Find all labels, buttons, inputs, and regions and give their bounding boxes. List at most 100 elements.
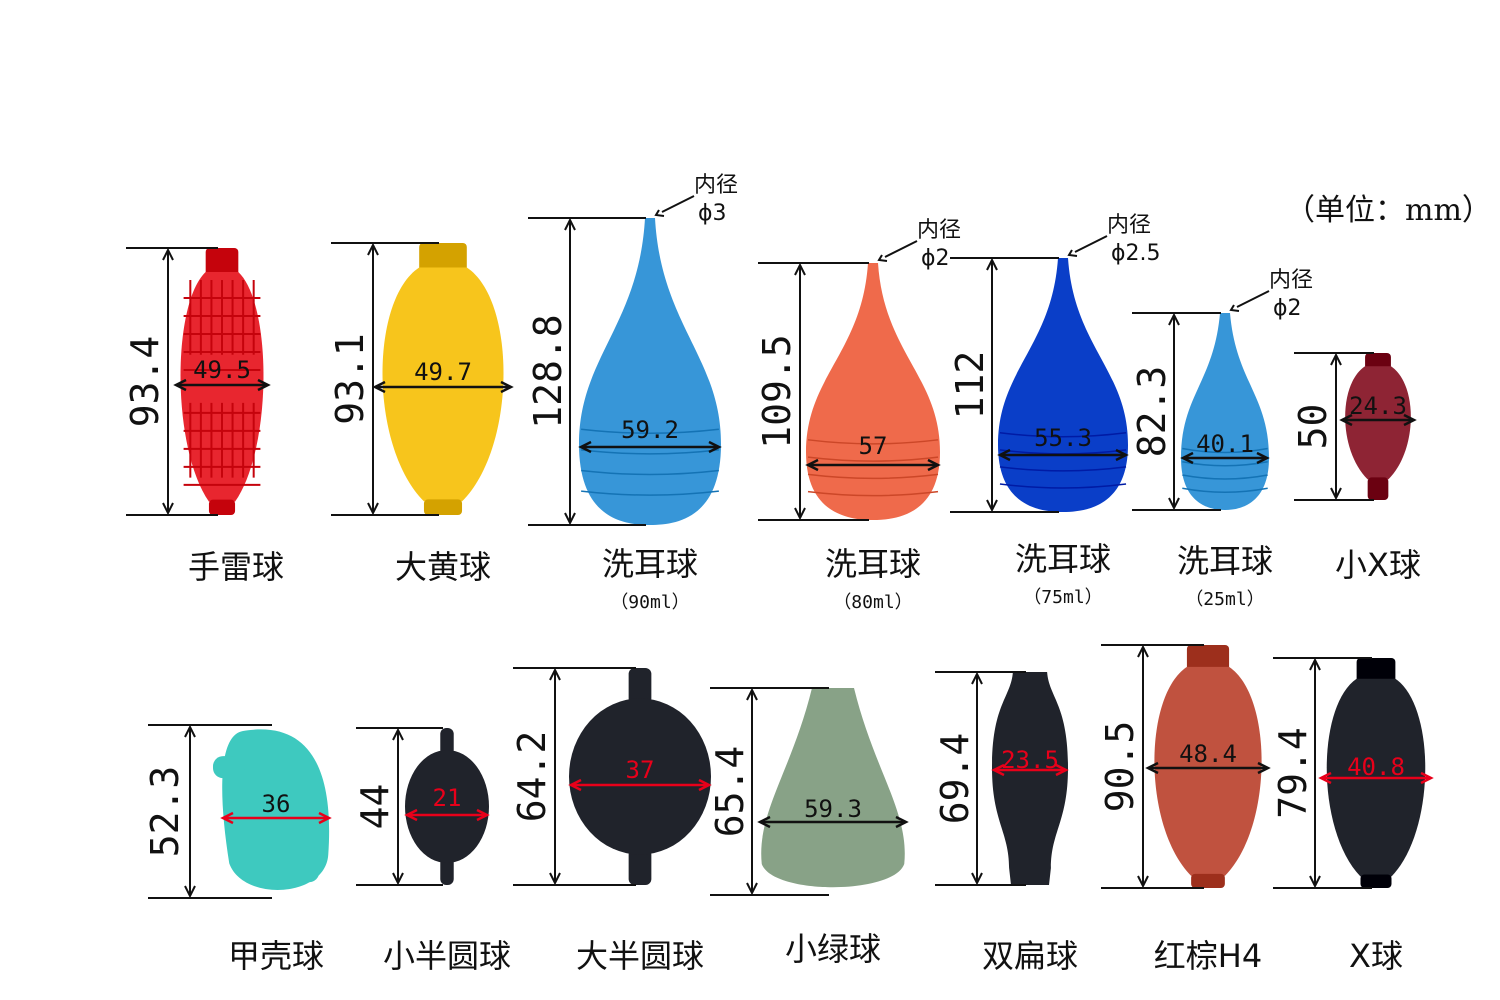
ring-groove <box>581 469 719 476</box>
width-value: 40.1 <box>1196 430 1254 458</box>
arrow-head-icon <box>1055 763 1069 777</box>
height-value: 93.1 <box>328 333 372 425</box>
nozzle <box>213 756 245 779</box>
bulb-tail <box>423 499 463 515</box>
ring-groove <box>999 483 1127 489</box>
arrow-head-icon <box>392 872 404 886</box>
arrow-head-icon <box>708 440 722 454</box>
bulb-name: 小X球 <box>1335 546 1421 584</box>
arrow-head-icon <box>220 811 234 825</box>
arrow-head-icon <box>564 217 576 231</box>
height-value: 109.5 <box>755 334 799 448</box>
bulb-name: 小绿球 <box>785 930 881 968</box>
bulb-item: 65.4 59.3 小绿球 <box>708 687 909 968</box>
arrow-head-icon <box>1309 657 1321 671</box>
arrow-head-icon <box>746 882 758 896</box>
arrow-head-icon <box>1168 497 1180 511</box>
height-value: 44 <box>353 784 397 830</box>
ring-groove <box>807 473 939 480</box>
ring-groove <box>581 428 719 434</box>
nozzle <box>295 846 320 883</box>
bulb-body <box>806 263 940 520</box>
bulb-tail <box>1367 477 1389 500</box>
arrow-head-icon <box>927 458 941 472</box>
arrow-head-icon <box>794 262 806 276</box>
width-value: 37 <box>626 756 655 784</box>
bulb-item: 90.5 48.4 红棕H4 <box>1098 644 1271 975</box>
arrow-head-icon <box>1137 644 1149 658</box>
arrow-head-icon <box>1330 352 1342 366</box>
height-value: 65.4 <box>708 746 752 838</box>
ring-groove <box>807 490 939 497</box>
height-value: 90.5 <box>1098 721 1142 813</box>
width-value: 55.3 <box>1034 424 1092 452</box>
bulb-name: 甲壳球 <box>228 937 324 975</box>
ring-groove <box>1182 487 1268 494</box>
height-value: 50 <box>1291 404 1335 450</box>
height-value: 112 <box>948 351 992 420</box>
bulb-body <box>1345 366 1411 480</box>
arrow-head-icon <box>895 815 909 829</box>
leader-line <box>884 240 918 258</box>
bulb-item: 112 55.3 内径 ϕ2.5 洗耳球 （75ml） <box>948 213 1161 608</box>
arrow-head-icon <box>1330 487 1342 501</box>
bulb-neck <box>1365 353 1391 371</box>
arrow-head-icon <box>549 872 561 886</box>
bulb-capacity: （75ml） <box>1023 587 1102 608</box>
arrow-head-icon <box>1180 451 1194 465</box>
width-value: 40.8 <box>1347 753 1405 781</box>
arrow-head-icon <box>1067 249 1078 257</box>
arrow-head-icon <box>564 512 576 526</box>
arrow-head-icon <box>991 763 1005 777</box>
bulb-item: 69.4 23.5 双扁球 <box>933 671 1078 975</box>
bulb-name: 双扁球 <box>982 937 1078 975</box>
bulb-neck <box>205 248 239 277</box>
width-value: 49.7 <box>414 358 472 386</box>
bulb-item: 93.1 49.7 大黄球 <box>328 242 514 586</box>
arrow-head-icon <box>404 808 418 822</box>
inner-diameter-label: 内径 <box>1107 213 1151 238</box>
arrow-head-icon <box>1137 875 1149 889</box>
arrow-head-icon <box>654 209 665 217</box>
arrow-head-icon <box>1145 761 1159 775</box>
arrow-head-icon <box>318 811 332 825</box>
arrow-head-icon <box>500 380 514 394</box>
arrow-head-icon <box>367 242 379 256</box>
bulb-name: 大黄球 <box>395 548 491 586</box>
ring-groove <box>581 449 719 455</box>
width-value: 59.3 <box>804 795 862 823</box>
bulb-item: 44 21 小半圆球 <box>353 727 511 975</box>
arrow-head-icon <box>986 499 998 513</box>
inner-diameter-label: 内径 <box>1269 268 1313 293</box>
leader-line <box>1074 235 1108 253</box>
ring-groove <box>581 490 719 496</box>
bulb-body <box>998 258 1128 512</box>
bulb-tail <box>628 848 652 885</box>
width-value: 24.3 <box>1349 392 1407 420</box>
bulb-tail <box>1360 874 1392 888</box>
arrow-head-icon <box>184 885 196 899</box>
arrow-head-icon <box>1229 304 1240 312</box>
bulb-body <box>761 688 905 888</box>
bulb-item: 93.4 49.5 手雷球 <box>123 247 284 586</box>
arrow-head-icon <box>1318 771 1332 785</box>
bulb-item: 109.5 57 内径 ϕ2 洗耳球 （80ml） <box>755 218 961 613</box>
arrow-head-icon <box>372 380 386 394</box>
unit-note: （单位：mm） <box>1285 193 1492 228</box>
inner-diameter-value: ϕ2 <box>921 246 950 271</box>
arrow-head-icon <box>549 667 561 681</box>
bulb-body <box>579 218 721 525</box>
bulb-body <box>1154 666 1262 876</box>
arrow-head-icon <box>173 378 187 392</box>
inner-diameter-label: 内径 <box>917 218 961 243</box>
bulb-name: 大半圆球 <box>576 937 704 975</box>
bulb-body <box>405 749 489 864</box>
arrow-head-icon <box>986 257 998 271</box>
bulb-name: 小半圆球 <box>383 937 511 975</box>
arrow-head-icon <box>1168 312 1180 326</box>
bulb-name: X球 <box>1349 937 1403 975</box>
bulb-item: 50 24.3 小X球 <box>1291 352 1421 584</box>
arrow-head-icon <box>257 378 271 392</box>
bulb-item: 64.2 37 大半圆球 <box>510 667 712 975</box>
